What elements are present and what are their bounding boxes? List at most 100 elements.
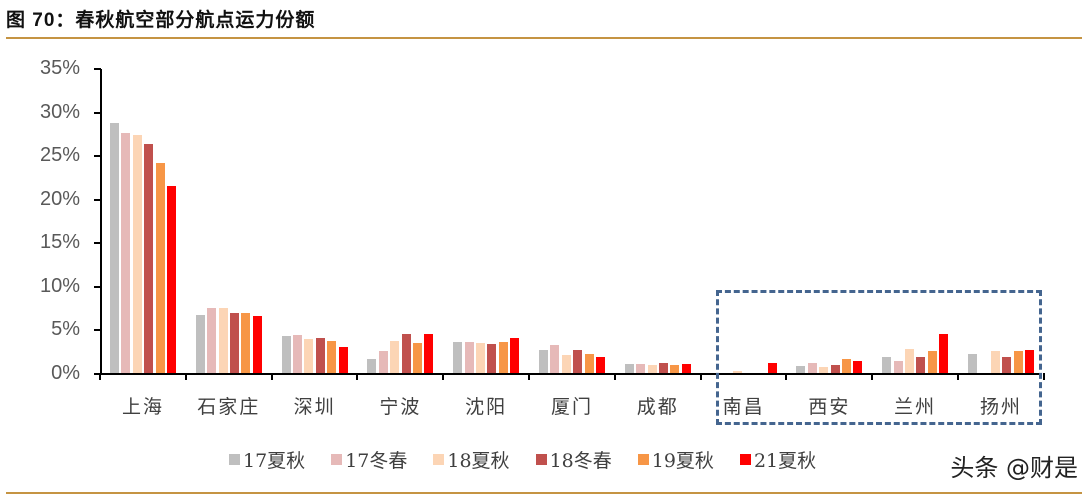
bar <box>110 123 119 374</box>
x-tick-label: 沈阳 <box>465 396 508 418</box>
y-tick-mark <box>94 285 101 288</box>
legend-label: 18夏秋 <box>447 450 510 472</box>
bar <box>390 340 400 374</box>
bar <box>573 349 583 374</box>
x-tick-label: 兰州 <box>894 396 937 418</box>
bar <box>939 333 949 374</box>
y-tick-label: 10% <box>39 274 80 297</box>
y-tick-label: 5% <box>51 318 80 341</box>
bar <box>624 363 634 374</box>
bar <box>561 354 571 374</box>
bar <box>401 333 411 374</box>
bar <box>230 313 239 374</box>
y-tick-mark <box>94 198 101 201</box>
bar <box>167 185 176 374</box>
y-tick-mark <box>94 111 101 114</box>
bar <box>550 345 560 374</box>
legend-item: 18冬春 <box>535 446 612 473</box>
legend: 17夏秋 17冬春 18夏秋 18冬春 19夏秋 21夏秋 <box>229 446 842 473</box>
legend-item: 17冬春 <box>331 446 407 473</box>
y-tick-label: 20% <box>39 187 80 210</box>
y-tick-mark <box>94 155 101 158</box>
bar <box>327 340 337 374</box>
x-tick-mark <box>1042 373 1045 380</box>
x-tick-label: 石家庄 <box>197 396 261 418</box>
legend-item: 21夏秋 <box>739 446 817 473</box>
bar <box>207 307 217 374</box>
bar <box>842 359 851 374</box>
bar <box>893 360 903 374</box>
figure-label: 图 70： <box>6 10 76 31</box>
bar <box>281 335 291 374</box>
bar <box>1002 357 1012 374</box>
bar <box>596 356 605 374</box>
x-tick-mark <box>442 373 445 380</box>
bar <box>1013 351 1023 374</box>
bar <box>733 371 743 374</box>
bar <box>241 313 251 374</box>
bar <box>155 163 165 374</box>
x-tick-mark <box>699 373 702 380</box>
bar <box>670 365 680 374</box>
bar <box>378 351 388 374</box>
legend-swatch-icon <box>433 454 445 465</box>
bar <box>315 338 325 374</box>
bar <box>464 341 474 374</box>
legend-swatch-icon <box>331 454 343 465</box>
bar <box>584 353 594 374</box>
legend-swatch-icon <box>535 454 547 465</box>
bottom-rule <box>6 492 1082 494</box>
bar <box>807 362 817 374</box>
bar <box>968 353 977 374</box>
x-tick-mark <box>356 373 359 380</box>
figure-title-text: 春秋航空部分航点运力份额 <box>75 9 316 31</box>
bar <box>1025 349 1034 374</box>
x-tick-label: 上海 <box>121 396 164 418</box>
x-axis <box>94 373 1042 375</box>
bar <box>916 356 926 374</box>
legend-label: 17冬春 <box>345 450 408 472</box>
bar <box>144 143 154 374</box>
x-tick-label: 成都 <box>636 396 679 418</box>
legend-item: 17夏秋 <box>229 446 305 473</box>
bar <box>293 334 302 374</box>
x-tick-mark <box>99 373 101 380</box>
x-tick-mark <box>270 373 273 380</box>
legend-swatch-icon <box>637 454 649 465</box>
watermark: 头条 @财是 <box>950 454 1078 482</box>
legend-swatch-icon <box>229 454 240 465</box>
legend-swatch-icon <box>739 454 751 465</box>
bar <box>304 339 314 374</box>
bar <box>476 342 485 374</box>
bar <box>338 346 348 374</box>
y-tick-mark <box>94 242 101 245</box>
bar <box>498 341 508 374</box>
x-tick-mark <box>785 373 788 380</box>
y-tick-label: 25% <box>39 144 80 167</box>
bar <box>990 351 1000 374</box>
bar <box>539 349 548 374</box>
x-tick-label: 厦门 <box>550 396 593 418</box>
y-axis <box>100 69 102 374</box>
x-tick-mark <box>528 373 530 380</box>
top-rule <box>6 37 1082 39</box>
x-tick-label: 扬州 <box>979 396 1022 418</box>
legend-label: 21夏秋 <box>753 450 817 472</box>
x-tick-mark <box>871 373 874 380</box>
legend-label: 19夏秋 <box>651 450 714 472</box>
bar <box>510 338 520 374</box>
x-tick-mark <box>957 373 959 380</box>
x-tick-label: 深圳 <box>293 396 336 418</box>
bar <box>796 366 806 374</box>
y-tick-label: 0% <box>51 362 80 384</box>
bar <box>647 365 657 374</box>
x-tick-mark <box>184 373 187 380</box>
legend-label: 18冬春 <box>549 450 612 472</box>
bar <box>195 314 205 374</box>
bar <box>882 357 892 374</box>
bar <box>905 348 914 374</box>
highlight-dashed-box <box>716 290 1042 425</box>
bar <box>681 363 691 374</box>
bar <box>487 343 497 374</box>
